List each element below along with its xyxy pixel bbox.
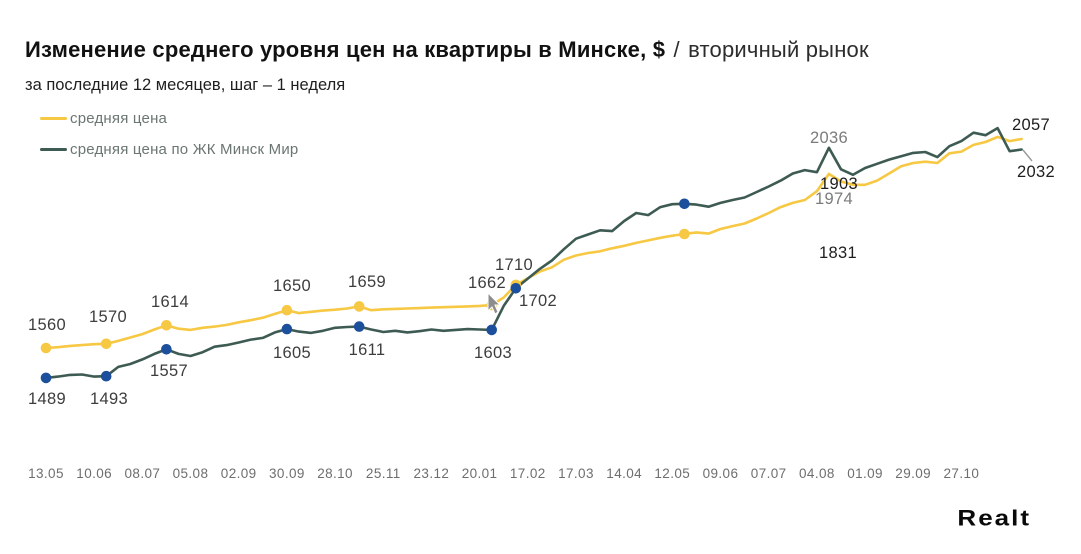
marker-dot-avg-week-53[interactable] bbox=[679, 228, 690, 240]
x-tick-label-20.01: 20.01 bbox=[462, 466, 498, 481]
chart-legend: средняя цена средняя цена по ЖК Минск Ми… bbox=[40, 103, 298, 165]
marker-dot-minsk-mir-week-0[interactable] bbox=[40, 372, 52, 384]
marker-dot-minsk-mir-week-37[interactable] bbox=[486, 324, 498, 336]
page-title-main: Изменение среднего уровня цен на квартир… bbox=[25, 36, 666, 62]
marker-dot-avg-week-20[interactable] bbox=[281, 304, 293, 316]
value-label-1614: 1614 bbox=[151, 293, 189, 311]
x-tick-label-13.05: 13.05 bbox=[28, 466, 64, 481]
x-tick-label-27.10: 27.10 bbox=[944, 466, 980, 481]
marker-dot-avg-week-0[interactable] bbox=[40, 342, 52, 354]
value-label-1974: 1974 bbox=[815, 190, 853, 208]
marker-dot-minsk-mir-week-20[interactable] bbox=[281, 323, 293, 335]
value-label-1489: 1489 bbox=[28, 390, 66, 408]
marker-dot-avg-week-10[interactable] bbox=[161, 320, 172, 331]
series-line-avg[interactable] bbox=[44, 135, 1023, 350]
value-label-1903: 1903 bbox=[820, 175, 858, 193]
value-label-2032: 2032 bbox=[1017, 163, 1055, 181]
label-leader-line bbox=[1022, 149, 1033, 162]
value-label-1659: 1659 bbox=[348, 273, 386, 291]
legend-line-swatch-yellow bbox=[40, 117, 67, 120]
x-tick-label-08.07: 08.07 bbox=[125, 466, 161, 481]
x-tick-label-28.10: 28.10 bbox=[317, 466, 353, 481]
value-label-1605: 1605 bbox=[273, 344, 311, 362]
value-label-1570: 1570 bbox=[89, 308, 127, 326]
x-tick-label-30.09: 30.09 bbox=[269, 466, 305, 481]
x-tick-label-25.11: 25.11 bbox=[366, 466, 401, 481]
marker-dot-minsk-mir-week-53[interactable] bbox=[679, 198, 690, 210]
x-tick-label-09.06: 09.06 bbox=[703, 466, 739, 481]
marker-dot-minsk-mir-week-5[interactable] bbox=[100, 370, 112, 382]
legend-line-swatch-green bbox=[40, 148, 67, 151]
marker-dot-avg-week-5[interactable] bbox=[100, 338, 112, 350]
legend-item-minsk-mir-price[interactable]: средняя цена по ЖК Минск Мир bbox=[40, 134, 298, 165]
x-tick-label-12.05: 12.05 bbox=[654, 466, 690, 481]
mouse-cursor-icon bbox=[487, 291, 502, 315]
value-label-1560: 1560 bbox=[28, 316, 66, 334]
realt-logo: Realt bbox=[957, 505, 1031, 531]
value-label-1650: 1650 bbox=[273, 277, 311, 295]
value-label-1611: 1611 bbox=[349, 341, 386, 359]
legend-label: средняя цена по ЖК Минск Мир bbox=[70, 141, 299, 158]
value-label-2057: 2057 bbox=[1012, 116, 1050, 134]
x-tick-label-02.09: 02.09 bbox=[221, 466, 257, 481]
value-label-1493: 1493 bbox=[90, 390, 128, 408]
marker-dot-minsk-mir-week-26[interactable] bbox=[353, 321, 365, 332]
legend-label: средняя цена bbox=[70, 110, 168, 127]
value-label-1702: 1702 bbox=[519, 292, 557, 310]
legend-item-avg-price[interactable]: средняя цена bbox=[40, 103, 298, 134]
page-title: Изменение среднего уровня цен на квартир… bbox=[25, 37, 869, 63]
x-tick-label-23.12: 23.12 bbox=[414, 466, 450, 481]
x-tick-label-05.08: 05.08 bbox=[173, 466, 209, 481]
value-label-1710: 1710 bbox=[495, 256, 533, 274]
x-tick-label-04.08: 04.08 bbox=[799, 466, 835, 481]
x-tick-label-14.04: 14.04 bbox=[606, 466, 642, 481]
value-label-1557: 1557 bbox=[150, 362, 188, 380]
x-tick-label-29.09: 29.09 bbox=[895, 466, 931, 481]
value-label-1831: 1831 bbox=[819, 244, 857, 262]
x-tick-label-17.02: 17.02 bbox=[510, 466, 546, 481]
marker-dot-avg-week-26[interactable] bbox=[353, 301, 365, 312]
x-tick-label-07.07: 07.07 bbox=[751, 466, 787, 481]
x-tick-label-17.03: 17.03 bbox=[558, 466, 594, 481]
series-line-minsk-mir[interactable] bbox=[44, 126, 1023, 380]
marker-dot-minsk-mir-week-10[interactable] bbox=[161, 344, 172, 355]
x-tick-label-01.09: 01.09 bbox=[847, 466, 883, 481]
page-title-separator: / bbox=[673, 36, 680, 62]
page-title-secondary: вторичный рынок bbox=[688, 36, 869, 62]
marker-dot-minsk-mir-week-39[interactable] bbox=[510, 283, 522, 294]
value-label-1603: 1603 bbox=[474, 344, 512, 362]
page-subtitle: за последние 12 месяцев, шаг – 1 неделя bbox=[25, 75, 346, 94]
value-label-2036: 2036 bbox=[810, 129, 848, 147]
value-label-1662: 1662 bbox=[468, 274, 506, 292]
x-tick-label-10.06: 10.06 bbox=[76, 466, 112, 481]
